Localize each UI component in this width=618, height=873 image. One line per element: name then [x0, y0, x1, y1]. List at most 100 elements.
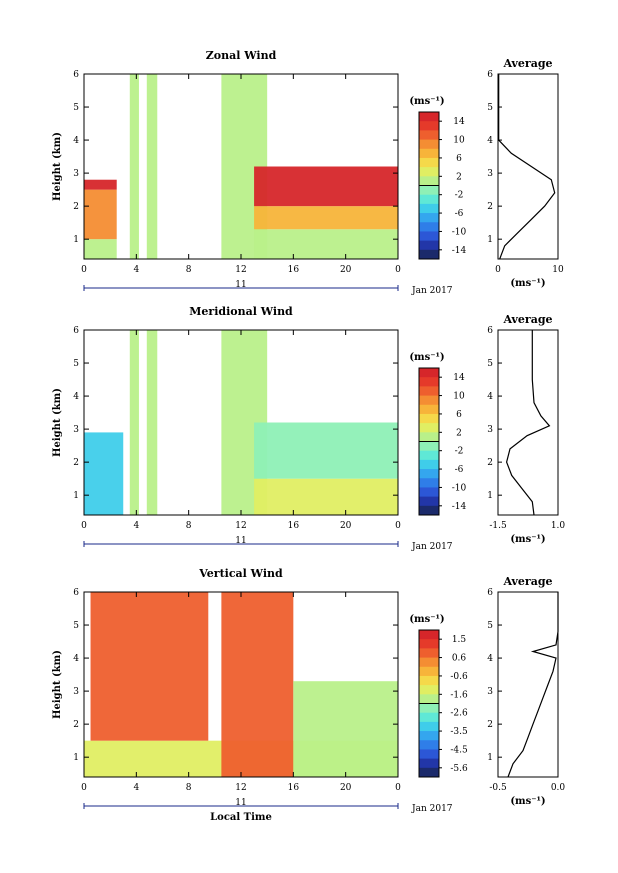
colorbar-unit-label: (ms⁻¹): [409, 614, 444, 625]
average-y-tick-label: 6: [487, 326, 493, 336]
x-axis-label: Local Time: [210, 812, 272, 823]
average-y-tick-label: 4: [487, 654, 493, 664]
y-tick-label: 4: [73, 136, 79, 146]
average-x-tick-label: 10: [552, 265, 564, 275]
colorbar-tick-label: -3.5: [450, 727, 468, 737]
average-y-tick-label: 5: [487, 621, 493, 631]
y-tick-label: 6: [73, 588, 79, 598]
average-panel-frame: [497, 73, 559, 260]
colorbar-segment: [419, 203, 439, 214]
colorbar-tick-label: -5.6: [450, 764, 468, 774]
colorbar-tick-label: -10: [452, 483, 467, 493]
average-y-tick-label: 1: [487, 753, 493, 763]
colorbar-segment: [419, 630, 439, 640]
y-tick-label: 1: [73, 753, 79, 763]
colorbar-tick-label: 1.5: [452, 635, 467, 645]
heatmap-cell: [146, 330, 158, 515]
average-y-tick-label: 3: [487, 687, 493, 697]
x-tick-label: 20: [340, 783, 352, 793]
average-x-tick-label: -1.5: [489, 521, 507, 531]
x-tick-label: 16: [288, 783, 300, 793]
date-day-label: 11: [235, 280, 246, 290]
heatmap-cell: [84, 189, 117, 240]
heatmap-cell: [221, 592, 294, 777]
average-profile-line: [498, 74, 556, 260]
panel-title: Zonal Wind: [206, 49, 277, 62]
heatmap-cell: [254, 206, 398, 230]
y-tick-label: 1: [73, 491, 79, 501]
x-tick-label: 12: [235, 265, 246, 275]
y-axis-label: Height (km): [52, 650, 63, 719]
date-day-label: 11: [235, 536, 246, 546]
colorbar-segment: [419, 666, 439, 677]
x-tick-label: 20: [340, 521, 352, 531]
colorbar-segment: [419, 703, 439, 714]
colorbar-segment: [419, 731, 439, 741]
colorbar-tick-label: -14: [452, 246, 467, 256]
y-tick-label: 1: [73, 235, 79, 245]
average-x-tick-label: -0.5: [489, 783, 507, 793]
y-tick-label: 4: [73, 654, 79, 664]
colorbar-segment: [419, 487, 439, 498]
x-tick-label: 8: [186, 521, 192, 531]
colorbar-tick-label: 10: [453, 136, 465, 146]
colorbar-segment: [419, 685, 439, 695]
colorbar-tick-label: 14: [453, 117, 465, 127]
colorbar-segment: [419, 130, 439, 141]
colorbar-segment: [419, 478, 439, 488]
colorbar-segment: [419, 432, 439, 442]
colorbar-segment: [419, 148, 439, 159]
average-y-tick-label: 3: [487, 169, 493, 179]
colorbar-segment: [419, 176, 439, 186]
panel-title: Meridional Wind: [189, 305, 293, 318]
average-x-tick-label: 0.0: [551, 783, 566, 793]
average-panel-frame: [497, 329, 559, 516]
colorbar-segment: [419, 469, 439, 479]
average-x-axis-label: (ms⁻¹): [510, 796, 545, 807]
colorbar-segment: [419, 413, 439, 424]
y-tick-label: 2: [73, 720, 79, 730]
x-tick-label: 16: [288, 521, 300, 531]
colorbar-segment: [419, 386, 439, 397]
colorbar-unit-label: (ms⁻¹): [409, 352, 444, 363]
colorbar-segment: [419, 139, 439, 150]
average-y-tick-label: 4: [487, 392, 493, 402]
average-y-tick-label: 6: [487, 70, 493, 80]
average-y-tick-label: 2: [487, 202, 493, 212]
colorbar-segment: [419, 395, 439, 406]
x-tick-label: 0: [81, 521, 87, 531]
y-axis-label: Height (km): [52, 132, 63, 201]
average-panel-frame: [497, 591, 559, 778]
colorbar-segment: [419, 249, 439, 260]
colorbar-segment: [419, 194, 439, 205]
x-tick-label: 16: [288, 265, 300, 275]
x-tick-label: 20: [340, 265, 352, 275]
heatmap-cells: [84, 592, 398, 777]
colorbar-segment: [419, 657, 439, 668]
colorbar-tick-label: -10: [452, 227, 467, 237]
heatmap-cell: [84, 239, 117, 259]
average-y-tick-label: 2: [487, 720, 493, 730]
heatmap-cell: [129, 74, 139, 259]
heatmap-cells: [84, 330, 398, 515]
colorbar-segment: [419, 505, 439, 516]
colorbar-tick-label: 10: [453, 392, 465, 402]
colorbar-segment: [419, 694, 439, 704]
y-axis-label: Height (km): [52, 388, 63, 457]
heatmap-cell: [146, 74, 158, 259]
heatmap-cell: [129, 330, 139, 515]
average-panel-title: Average: [502, 313, 552, 326]
y-tick-label: 6: [73, 326, 79, 336]
colorbar-segment: [419, 639, 439, 649]
colorbar-segment: [419, 404, 439, 415]
average-x-axis-label: (ms⁻¹): [510, 278, 545, 289]
date-month-label: Jan 2017: [411, 286, 453, 296]
colorbar-segment: [419, 121, 439, 131]
date-month-label: Jan 2017: [411, 542, 453, 552]
colorbar-segment: [419, 231, 439, 242]
average-x-tick-label: 0: [495, 265, 501, 275]
colorbar-tick-label: 0.6: [452, 654, 467, 664]
colorbar-segment: [419, 185, 439, 196]
colorbar-tick-label: 6: [456, 410, 462, 420]
